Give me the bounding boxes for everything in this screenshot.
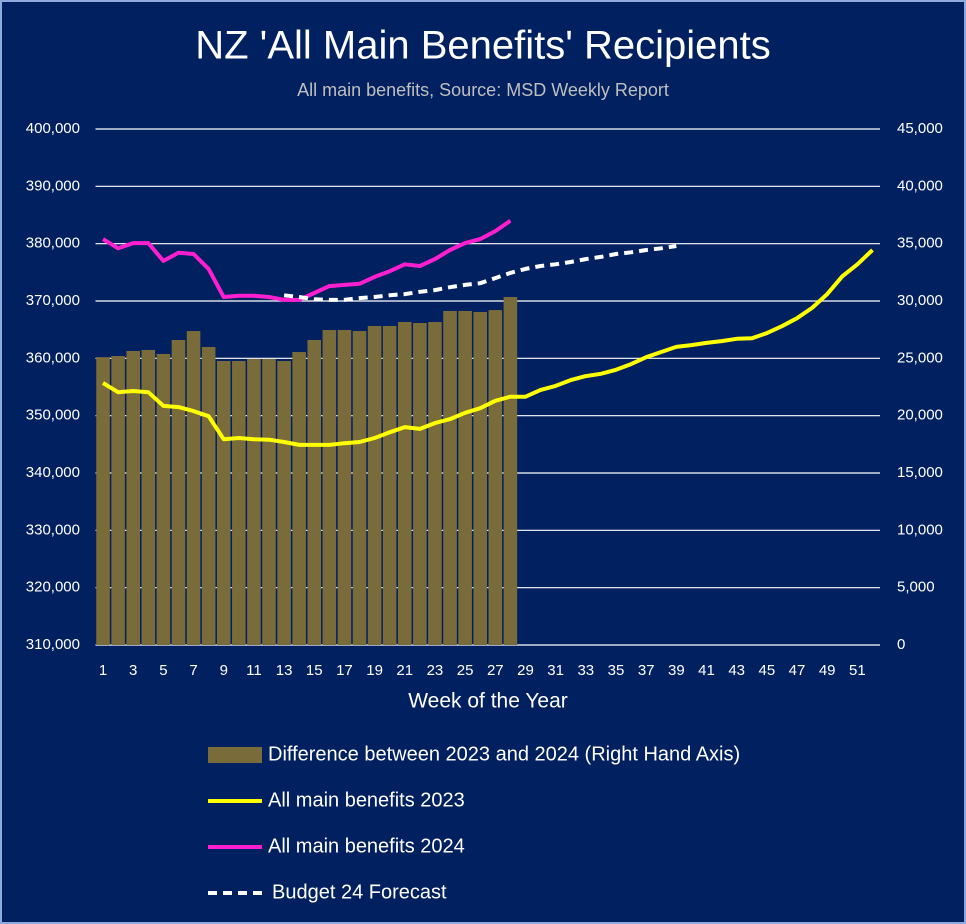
bar bbox=[96, 357, 110, 645]
bar bbox=[503, 296, 518, 645]
y2-tick-label: 25,000 bbox=[897, 349, 943, 366]
bar bbox=[216, 360, 231, 645]
y2-tick-label: 30,000 bbox=[897, 292, 943, 309]
x-tick-label: 5 bbox=[159, 662, 167, 679]
bar bbox=[186, 331, 201, 645]
bar bbox=[382, 325, 397, 645]
bar bbox=[488, 310, 503, 645]
x-tick-label: 11 bbox=[246, 662, 262, 679]
bar bbox=[247, 359, 261, 645]
bar bbox=[443, 310, 457, 645]
bar bbox=[111, 356, 125, 645]
legend-label: Difference between 2023 and 2024 (Right … bbox=[268, 743, 740, 765]
x-tick-label: 41 bbox=[698, 662, 715, 679]
y2-tick-label: 45,000 bbox=[897, 120, 943, 137]
x-tick-label: 17 bbox=[336, 662, 353, 679]
bar bbox=[337, 330, 352, 645]
y-tick-label: 390,000 bbox=[26, 177, 80, 194]
bar bbox=[277, 360, 291, 645]
bar bbox=[292, 352, 306, 645]
bar bbox=[141, 349, 156, 645]
bar bbox=[262, 359, 276, 645]
bar bbox=[352, 331, 367, 645]
x-tick-label: 49 bbox=[819, 662, 836, 679]
bar bbox=[473, 312, 487, 645]
y-tick-label: 320,000 bbox=[26, 579, 80, 596]
y2-tick-label: 20,000 bbox=[897, 407, 943, 424]
legend-swatch bbox=[208, 747, 262, 763]
x-tick-label: 37 bbox=[638, 662, 655, 679]
bar bbox=[322, 330, 337, 645]
y2-tick-label: 10,000 bbox=[897, 521, 943, 538]
y-tick-label: 360,000 bbox=[26, 349, 80, 366]
x-tick-label: 3 bbox=[129, 662, 137, 679]
y-tick-label: 310,000 bbox=[26, 636, 80, 653]
bar bbox=[458, 310, 472, 645]
bar bbox=[397, 321, 412, 645]
x-tick-label: 23 bbox=[427, 662, 444, 679]
y2-tick-label: 5,000 bbox=[897, 579, 935, 596]
x-tick-label: 47 bbox=[789, 662, 806, 679]
bar bbox=[428, 321, 442, 645]
chart-title: NZ 'All Main Benefits' Recipients bbox=[195, 24, 771, 68]
y-tick-label: 380,000 bbox=[26, 235, 80, 252]
x-tick-label: 9 bbox=[220, 662, 228, 679]
y-tick-label: 400,000 bbox=[26, 120, 80, 137]
x-tick-label: 35 bbox=[608, 662, 625, 679]
y-tick-label: 340,000 bbox=[26, 464, 80, 481]
x-tick-label: 1 bbox=[99, 662, 107, 679]
bar bbox=[201, 346, 216, 645]
bar bbox=[171, 339, 186, 645]
bar bbox=[413, 323, 427, 645]
y2-tick-label: 15,000 bbox=[897, 464, 943, 481]
bar bbox=[367, 325, 382, 645]
x-tick-label: 29 bbox=[517, 662, 534, 679]
y2-tick-label: 40,000 bbox=[897, 177, 943, 194]
x-tick-label: 19 bbox=[366, 662, 383, 679]
x-tick-label: 31 bbox=[547, 662, 564, 679]
y-tick-label: 350,000 bbox=[26, 407, 80, 424]
x-tick-label: 51 bbox=[849, 662, 866, 679]
x-axis-label: Week of the Year bbox=[408, 690, 568, 713]
y-tick-label: 330,000 bbox=[26, 521, 80, 538]
y2-tick-label: 0 bbox=[897, 636, 905, 653]
x-tick-label: 15 bbox=[306, 662, 323, 679]
bar bbox=[307, 339, 322, 645]
x-tick-label: 39 bbox=[668, 662, 685, 679]
x-tick-label: 45 bbox=[759, 662, 776, 679]
line-series bbox=[283, 244, 677, 302]
line-series bbox=[101, 248, 874, 447]
y-tick-label: 370,000 bbox=[26, 292, 80, 309]
bar bbox=[232, 360, 246, 645]
bar bbox=[156, 353, 171, 645]
bar bbox=[126, 350, 141, 645]
x-tick-label: 13 bbox=[276, 662, 293, 679]
y2-tick-label: 35,000 bbox=[897, 235, 943, 252]
legend-label: Budget 24 Forecast bbox=[272, 881, 447, 903]
x-tick-label: 33 bbox=[577, 662, 594, 679]
x-tick-label: 27 bbox=[487, 662, 504, 679]
x-tick-label: 21 bbox=[396, 662, 413, 679]
legend-label: All main benefits 2024 bbox=[268, 835, 465, 857]
chart-subtitle: All main benefits, Source: MSD Weekly Re… bbox=[297, 80, 669, 100]
x-tick-label: 43 bbox=[728, 662, 745, 679]
x-tick-label: 25 bbox=[457, 662, 474, 679]
legend-label: All main benefits 2023 bbox=[268, 789, 465, 811]
x-tick-label: 7 bbox=[189, 662, 197, 679]
